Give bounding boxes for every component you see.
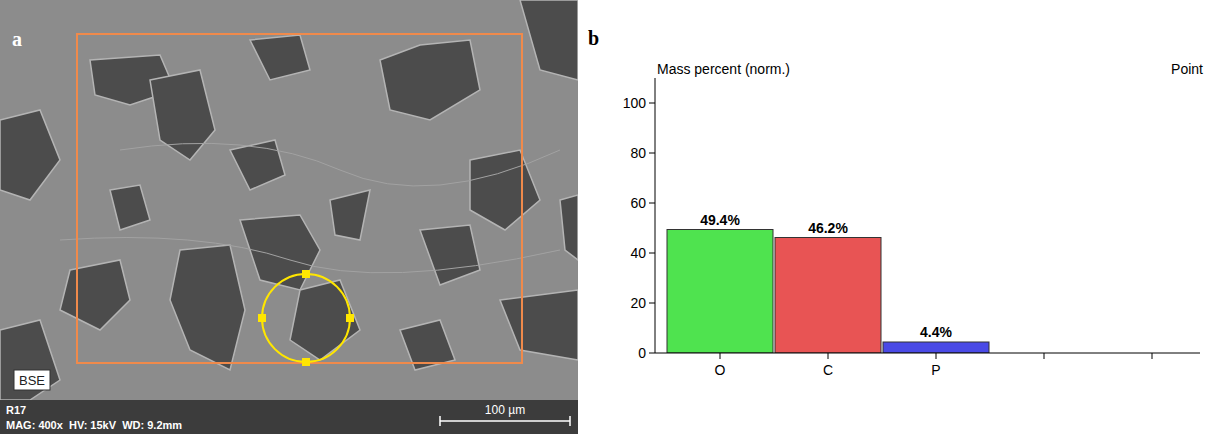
sem-background	[0, 0, 578, 434]
pore	[500, 290, 578, 360]
y-tick	[649, 203, 655, 204]
instrument-info: MAG: 400x HV: 15kV WD: 9.2mm	[6, 419, 182, 431]
marker-handle	[258, 314, 266, 322]
y-tick	[649, 303, 655, 304]
pore	[420, 225, 480, 285]
sample-id: R17	[6, 404, 26, 416]
mode-label: Point	[1171, 61, 1203, 77]
x-tick	[1044, 353, 1045, 359]
x-axis	[655, 353, 1200, 354]
pore	[250, 35, 310, 80]
y-tick	[649, 353, 655, 354]
scale-bar-end	[439, 416, 441, 426]
pore	[560, 195, 578, 260]
info-bar	[0, 400, 578, 434]
pore	[380, 40, 480, 120]
bar	[667, 230, 773, 354]
y-tick-label: 100	[623, 95, 647, 111]
y-tick-label: 20	[630, 295, 646, 311]
chart-title: Mass percent (norm.)	[657, 61, 790, 77]
data-label: 4.4%	[920, 324, 952, 340]
pore	[290, 280, 360, 360]
data-label: 49.4%	[700, 212, 740, 228]
x-tick	[1152, 353, 1153, 359]
bar	[775, 238, 881, 354]
detector-label: BSE	[19, 373, 45, 388]
x-tick	[828, 353, 829, 359]
data-label: 46.2%	[808, 220, 848, 236]
sem-image: R17 MAG: 400x HV: 15kV WD: 9.2mm 100 µm BSE	[0, 0, 578, 434]
pore	[240, 215, 320, 290]
pore	[470, 150, 540, 230]
grain-boundary	[120, 143, 560, 186]
figure: R17 MAG: 400x HV: 15kV WD: 9.2mm 100 µm BSE…	[0, 0, 1208, 434]
analysis-area	[77, 34, 522, 363]
marker-handle	[302, 270, 310, 278]
detector-box	[14, 370, 50, 390]
point-marker	[262, 274, 350, 362]
y-tick-label: 40	[630, 245, 646, 261]
scale-bar	[440, 420, 570, 422]
marker-handle	[302, 358, 310, 366]
y-tick	[649, 153, 655, 154]
y-axis	[655, 78, 656, 353]
y-tick	[649, 103, 655, 104]
x-tick	[720, 353, 721, 359]
y-tick-label: 80	[630, 145, 646, 161]
bar	[883, 342, 989, 353]
x-tick-label: O	[715, 362, 726, 378]
pore	[150, 70, 215, 160]
pore	[0, 110, 60, 200]
scale-bar-label: 100 µm	[485, 403, 525, 417]
bars	[667, 230, 989, 354]
marker-handle	[346, 314, 354, 322]
y-tick	[649, 253, 655, 254]
pore	[330, 190, 370, 240]
x-tick	[936, 353, 937, 359]
chart: b Mass percent (norm.) Point 49.4% 46.2% 4.4%…	[588, 27, 1203, 378]
x-tick-label: P	[931, 362, 940, 378]
y-tick-label: 0	[638, 345, 646, 361]
panel-label: b	[588, 27, 599, 49]
pore	[170, 245, 245, 370]
x-tick-label: C	[823, 362, 833, 378]
panel-label: a	[12, 28, 22, 50]
scale-bar-end	[569, 416, 571, 426]
pore	[60, 260, 130, 330]
grain-boundary	[60, 238, 560, 273]
pore	[0, 320, 60, 400]
y-tick-label: 60	[630, 195, 646, 211]
pore	[520, 0, 578, 80]
pore	[110, 185, 150, 230]
